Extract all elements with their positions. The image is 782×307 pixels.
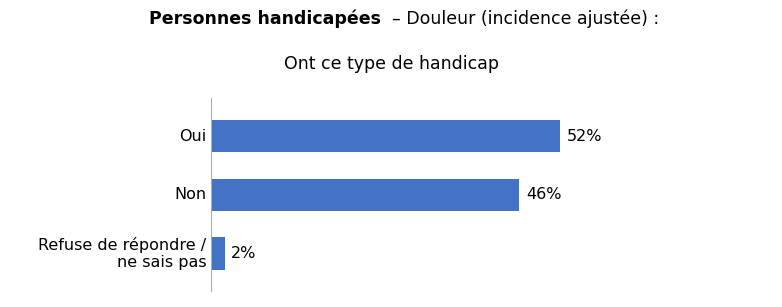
Bar <box>211 179 519 211</box>
Text: 2%: 2% <box>231 246 256 261</box>
Text: 46%: 46% <box>526 188 561 202</box>
Text: 52%: 52% <box>566 129 602 144</box>
Bar <box>211 120 560 153</box>
Bar <box>211 237 224 270</box>
Text: – Douleur (incidence ajustée) :: – Douleur (incidence ajustée) : <box>381 9 659 28</box>
Text: Ont ce type de handicap: Ont ce type de handicap <box>284 55 498 73</box>
Text: Personnes handicapées: Personnes handicapées <box>149 9 381 28</box>
